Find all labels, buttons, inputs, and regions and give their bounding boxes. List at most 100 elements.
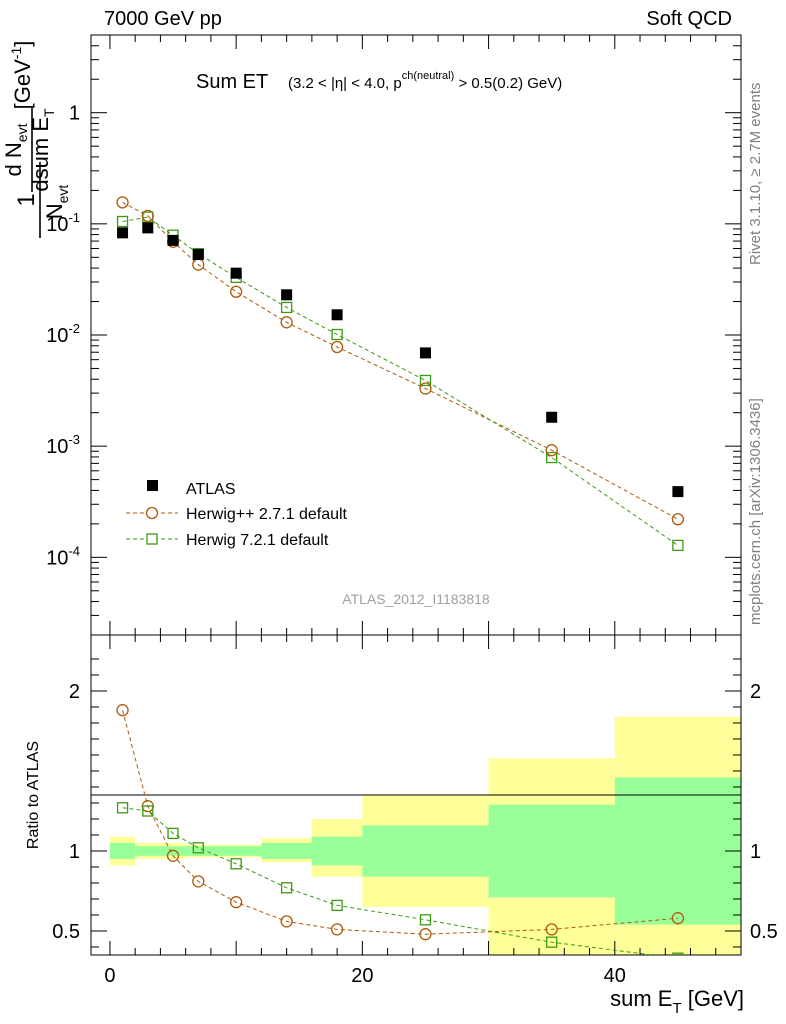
x-tick-label: 20 (351, 965, 373, 987)
ratio-point-herwig7 (331, 899, 343, 912)
y-axis-label-unit: [GeV-1] (8, 41, 35, 110)
y-axis-label-derivative: d Nevt (1, 123, 30, 176)
ratio-point-herwig7 (116, 802, 129, 814)
data-point-atlas (167, 234, 179, 246)
data-point-herwigpp (141, 209, 154, 223)
legend-label-herwig7: Herwig 7.2.1 default (186, 532, 329, 549)
data-point-atlas (117, 227, 129, 239)
ratio-tick-label-left: 2 (69, 681, 80, 703)
rivet-label: Rivet 3.1.10, ≥ 2.7M events (747, 83, 764, 266)
ratio-series (116, 704, 685, 955)
green-band-bin (311, 836, 363, 866)
y-tick-label: 1 (69, 103, 80, 125)
data-point-herwig7 (546, 451, 558, 464)
ratio-point-herwigpp (229, 896, 243, 909)
data-point-herwigpp (116, 196, 129, 209)
y-tick-label: 10-4 (46, 543, 80, 569)
analysis-watermark: ATLAS_2012_I1183818 (342, 591, 490, 607)
ratio-point-herwig7 (192, 842, 204, 854)
ratio-tick-label-left: 1 (69, 841, 80, 863)
data-point-atlas (672, 486, 684, 498)
mcplots-label: mcplots.cern.ch [arXiv:1306.3436] (747, 398, 764, 625)
ratio-point-herwigpp (192, 875, 205, 888)
legend-marker-herwig7 (146, 533, 158, 545)
data-point-herwigpp (419, 382, 432, 395)
data-point-atlas (546, 411, 558, 423)
ratio-point-herwigpp (330, 923, 344, 936)
ratio-point-herwigpp (280, 915, 293, 928)
ratio-uncertainty-bands (109, 716, 741, 955)
ratio-point-herwigpp (671, 912, 685, 925)
ratio-point-herwigpp (545, 923, 558, 936)
y-tick-label: 10-2 (46, 321, 80, 347)
legend-label-atlas: ATLAS (186, 481, 236, 498)
ratio-point-herwigpp (116, 704, 129, 717)
ratio-y-label: Ratio to ATLAS (25, 741, 42, 849)
ratio-point-herwig7 (280, 882, 293, 894)
ratio-point-herwig7 (672, 952, 684, 955)
ratio-tick-label-right: 1 (750, 841, 761, 863)
green-band-bin (362, 825, 489, 877)
ratio-plot-frame (90, 634, 742, 956)
legend-marker-atlas (147, 480, 158, 491)
ratio-tick-label-right: 0.5 (750, 921, 778, 943)
data-point-herwig7 (331, 328, 343, 341)
plot-title: Sum ET (196, 71, 268, 93)
y-tick-label: 10-1 (46, 210, 80, 236)
series-line (122, 216, 679, 546)
ratio-point-herwig7 (230, 858, 242, 870)
green-band-bin (261, 843, 312, 859)
svg-text:d Nevt: d Nevt (1, 123, 30, 176)
green-band-bin (160, 846, 186, 856)
data-point-herwigpp (545, 444, 558, 457)
ratio-point-herwig7 (546, 936, 558, 948)
green-band-bin (135, 846, 161, 856)
ratio-point-herwigpp (419, 928, 432, 941)
x-axis-label: sum ET [GeV] (610, 986, 744, 1017)
data-point-atlas (419, 347, 431, 359)
svg-text:1: 1 (13, 193, 40, 206)
legend-label-herwigpp: Herwig++ 2.7.1 default (186, 506, 348, 523)
green-band-bin (185, 846, 211, 856)
data-point-herwigpp (229, 285, 243, 298)
data-point-atlas (331, 309, 343, 321)
data-point-herwigpp (671, 513, 685, 526)
legend: ATLAS Herwig++ 2.7.1 default Herwig 7.2.… (126, 480, 348, 549)
x-tick-label: 0 (104, 965, 115, 987)
series-line (122, 201, 679, 520)
green-band-bin (488, 804, 615, 898)
green-band-bin (109, 843, 136, 859)
ratio-point-herwigpp (166, 849, 180, 862)
svg-text:[GeV-1]: [GeV-1] (8, 41, 35, 110)
data-point-herwig7 (419, 374, 432, 387)
y-tick-label: 10-3 (46, 432, 80, 458)
data-point-atlas (192, 248, 204, 260)
ratio-tick-label-left: 0.5 (52, 921, 80, 943)
data-point-herwigpp (330, 340, 344, 354)
green-band-bin (210, 846, 262, 856)
main-series (116, 196, 685, 552)
data-point-herwig7 (672, 539, 684, 552)
green-band-bin (614, 777, 741, 925)
data-point-atlas (142, 222, 154, 234)
x-tick-label: 40 (604, 965, 626, 987)
ratio-tick-label-right: 2 (750, 681, 761, 703)
ratio-point-herwig7 (419, 914, 432, 926)
header-left: 7000 GeV pp (104, 8, 222, 30)
y-axis-label-denominator: dsum ET (28, 108, 57, 192)
data-point-herwig7 (280, 301, 293, 314)
data-point-atlas (230, 267, 242, 279)
ratio-series-line (122, 710, 678, 935)
ratio-point-herwig7 (142, 805, 154, 817)
data-point-atlas (281, 289, 293, 301)
svg-text:dsum ET: dsum ET (28, 108, 57, 192)
axes-ticks: 0 20 40 10-4 10-3 10-2 10-1 1 0.5 0.5 1 1 2 2 (46, 34, 778, 987)
data-point-herwigpp (280, 316, 293, 329)
ratio-point-herwig7 (167, 827, 179, 840)
header-right: Soft QCD (646, 8, 732, 30)
ratio-series-line (122, 807, 657, 955)
data-point-herwig7 (116, 215, 129, 228)
plot-title-conditions: (3.2 < |η| < 4.0, pch(neutral) > 0.5(0.2… (288, 70, 562, 92)
legend-marker-herwigpp (145, 506, 159, 520)
